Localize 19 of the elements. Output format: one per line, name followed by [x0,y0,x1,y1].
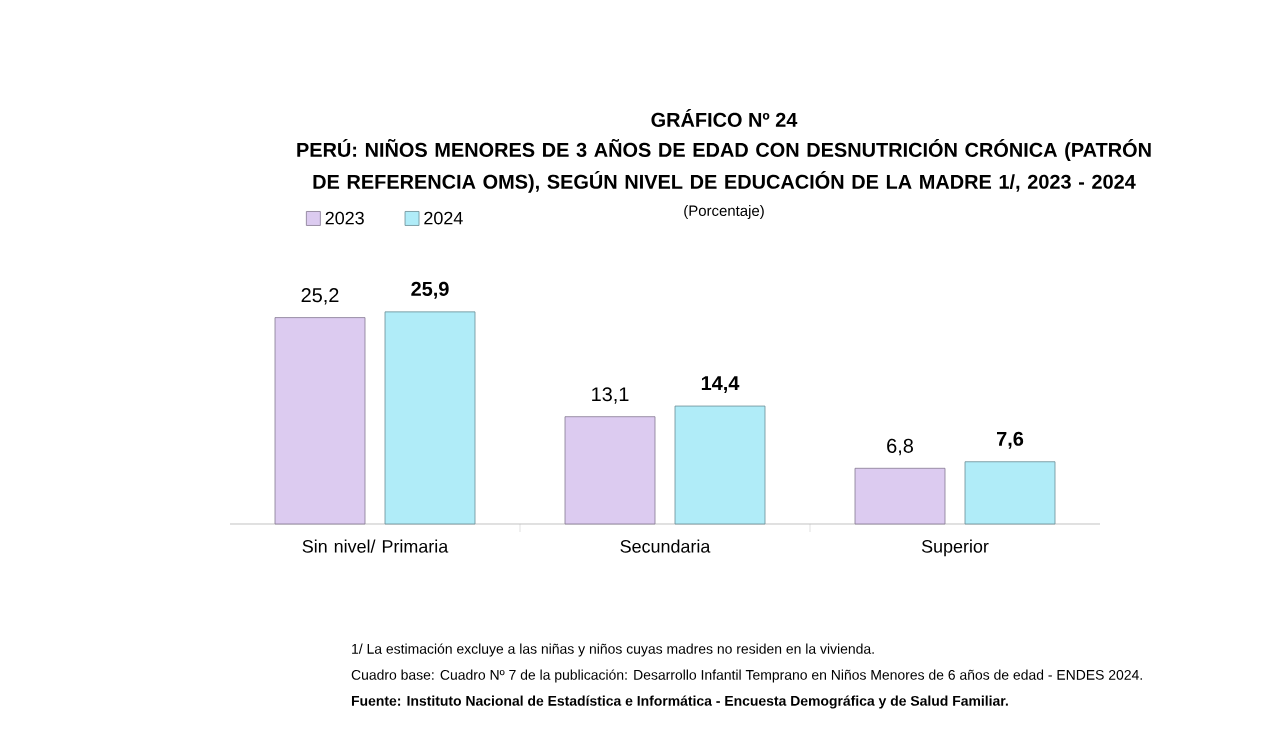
legend-label: 2023 [325,211,364,225]
x-tick-label: Secundaria [620,539,711,553]
data-label: 25,2 [301,288,339,305]
x-tick-label: Superior [921,539,989,557]
data-label: 6,8 [887,438,913,456]
x-tick-label: Sin nivel/ Primaria [302,539,449,553]
bar [674,405,766,525]
bar [564,416,656,525]
chart-title: GRÁFICO Nº 24 [651,109,798,127]
legend-label: 2024 [424,211,463,225]
data-label: 25,9 [411,281,449,299]
data-label: 14,4 [701,376,740,394]
chart-subtitle: PERÚ: NIÑOS MENORES DE 3 AÑOS DE EDAD CON DESNUTRICIÓN CRÓNICA (PATRÓN DE REFERENCIA OMS), SEGÚN NIVEL DE EDUCACIÓN DE LA MADRE 1/, 2023 - 2024 [297,139,1151,193]
bar [274,317,366,525]
bar [384,311,476,525]
data-label: 13,1 [592,387,629,404]
bar [964,461,1056,525]
bar [854,467,946,525]
data-label: 7,6 [997,431,1024,449]
